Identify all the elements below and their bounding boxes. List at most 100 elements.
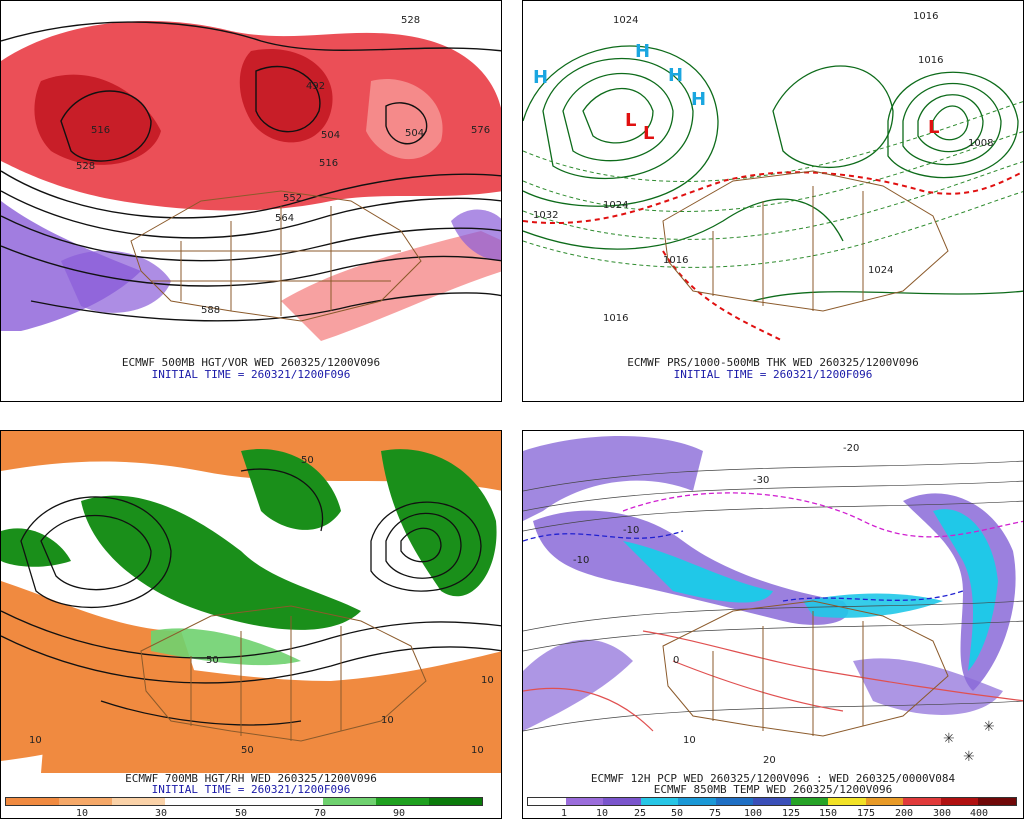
panel-title: ECMWF 500MB HGT/VOR WED 260325/1200V096 <box>121 356 381 369</box>
color-swatch <box>429 798 483 805</box>
color-swatch <box>270 798 324 805</box>
color-swatch <box>978 798 1016 805</box>
contour-label: 50 <box>206 655 219 666</box>
map-700mb: 10 50 10 50 10 50 10 <box>1 431 501 773</box>
color-swatch <box>828 798 866 805</box>
contour-label: 50 <box>301 455 314 466</box>
contour-label: 1008 <box>968 138 993 149</box>
panel-title: ECMWF 12H PCP WED 260325/1200V096 : WED … <box>590 772 956 785</box>
contour-label: 504 <box>321 130 340 141</box>
map-prs-thk: H H H H L L L 1024 1016 1032 1024 1016 1… <box>523 1 1023 357</box>
panel-title: ECMWF 700MB HGT/RH WED 260325/1200V096 <box>125 772 377 785</box>
color-swatch <box>640 798 679 805</box>
high-pressure-icon: H <box>691 89 706 110</box>
initial-time: INITIAL TIME = 260321/1200F096 <box>151 368 351 381</box>
scale-label: 75 <box>708 808 722 819</box>
rh-color-scale: 10 30 50 70 90 <box>5 797 483 819</box>
map-500mb: 516 528 504 492 516 504 576 552 564 588 … <box>1 1 501 357</box>
contour-label: 588 <box>201 305 220 316</box>
scale-label: 90 <box>392 808 406 819</box>
contour-label: -10 <box>573 555 589 566</box>
contour-labels-pcp: -10 -10 0 10 20 -20 -30 <box>573 443 859 766</box>
contour-label: 1016 <box>918 55 943 66</box>
low-pressure-icon: L <box>625 110 636 131</box>
low-pressure-icon: L <box>643 123 654 144</box>
contour-label: -10 <box>623 525 639 536</box>
panel-12h-pcp-850-temp: ✳ ✳ ✳ -10 -10 0 10 20 -20 -30 ECMWF 12H … <box>522 430 1024 819</box>
scale-label: 400 <box>969 808 989 819</box>
contour-label: 576 <box>471 125 490 136</box>
contour-label: 516 <box>91 125 110 136</box>
low-pressure-icon: L <box>928 117 939 138</box>
scale-label: 150 <box>818 808 838 819</box>
color-swatch <box>603 798 641 805</box>
color-swatch <box>903 798 941 805</box>
contour-labels-500mb: 516 528 504 492 516 504 576 552 564 588 … <box>76 15 490 316</box>
scale-label: 30 <box>154 808 168 819</box>
scale-label: 125 <box>781 808 801 819</box>
panel-title: ECMWF PRS/1000-500MB THK WED 260325/1200… <box>627 356 919 369</box>
color-bar <box>527 797 1017 806</box>
color-swatch <box>753 798 791 805</box>
contour-label: 10 <box>481 675 494 686</box>
initial-time: INITIAL TIME = 260321/1200F096 <box>673 368 873 381</box>
color-swatch <box>6 798 59 805</box>
scale-label: 300 <box>932 808 952 819</box>
contour-label: 1016 <box>913 11 938 22</box>
color-swatch <box>528 798 566 805</box>
contour-label: 1032 <box>533 210 558 221</box>
scale-label: 10 <box>595 808 609 819</box>
color-swatch <box>790 798 829 805</box>
contour-label: 528 <box>76 161 95 172</box>
color-bar <box>5 797 483 806</box>
contour-label: -30 <box>753 475 769 486</box>
snow-icon: ✳ <box>963 749 975 765</box>
contour-label: 1016 <box>603 313 628 324</box>
contour-label: 564 <box>275 213 294 224</box>
color-swatch <box>715 798 754 805</box>
color-swatch <box>111 798 165 805</box>
contour-label: 10 <box>29 735 42 746</box>
contour-label: 516 <box>319 158 338 169</box>
high-pressure-icon: H <box>668 65 683 86</box>
scale-label: 50 <box>670 808 684 819</box>
panel-prs-thk: H H H H L L L 1024 1016 1032 1024 1016 1… <box>522 0 1024 402</box>
contour-label: 20 <box>763 755 776 766</box>
color-swatch <box>678 798 716 805</box>
scale-label: 70 <box>313 808 327 819</box>
color-swatch <box>323 798 377 805</box>
contour-label: 492 <box>306 81 325 92</box>
color-swatch <box>565 798 604 805</box>
snow-icon: ✳ <box>983 719 995 735</box>
panel-500mb-hgt-vor: 516 528 504 492 516 504 576 552 564 588 … <box>0 0 502 402</box>
color-swatch <box>58 798 112 805</box>
initial-time: INITIAL TIME = 260321/1200F096 <box>151 783 351 796</box>
contour-label: 10 <box>683 735 696 746</box>
scale-label: 100 <box>743 808 763 819</box>
panel-subtitle: ECMWF 850MB TEMP WED 260325/1200V096 <box>653 783 893 796</box>
contour-label: 0 <box>673 655 679 666</box>
contour-label: 50 <box>241 745 254 756</box>
scale-label: 1 <box>560 808 568 819</box>
contour-label: 1024 <box>868 265 893 276</box>
color-swatch <box>940 798 979 805</box>
scale-label: 50 <box>234 808 248 819</box>
contour-label: 552 <box>283 193 302 204</box>
contour-label: 1024 <box>613 15 638 26</box>
map-pcp: ✳ ✳ ✳ -10 -10 0 10 20 -20 -30 <box>523 431 1023 773</box>
color-swatch <box>217 798 271 805</box>
contour-labels-prs: 1024 1016 1032 1024 1016 1016 1024 1016 … <box>533 11 993 324</box>
snow-icon: ✳ <box>943 731 955 747</box>
contour-label: 10 <box>471 745 484 756</box>
scale-label: 10 <box>75 808 89 819</box>
scale-label: 175 <box>856 808 876 819</box>
scale-label: 25 <box>633 808 647 819</box>
contour-label: 10 <box>381 715 394 726</box>
pcp-color-scale: 1 10 25 50 75 100 125 150 175 200 300 40… <box>527 797 1017 819</box>
contour-labels-700mb: 10 50 10 50 10 50 10 <box>29 455 494 756</box>
contour-label: 528 <box>401 15 420 26</box>
color-swatch <box>865 798 904 805</box>
color-swatch <box>164 798 218 805</box>
high-pressure-icon: H <box>533 67 548 88</box>
contour-label: -20 <box>843 443 859 454</box>
